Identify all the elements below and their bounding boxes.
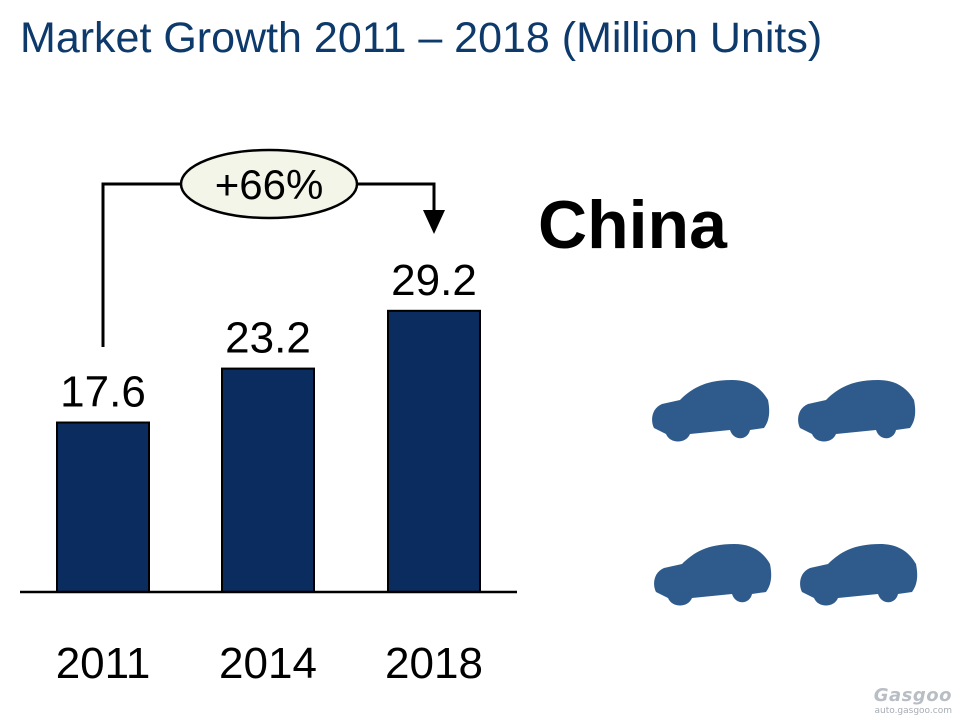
- value-label-2011: 17.6: [60, 368, 146, 417]
- page-title: Market Growth 2011 – 2018 (Million Units…: [20, 14, 823, 62]
- value-label-2018: 29.2: [391, 256, 477, 305]
- category-labels-layer: 2011 2014 2018: [56, 639, 483, 688]
- bar-2018: [387, 309, 481, 593]
- watermark: Gasgoo auto.gasgoo.com: [874, 685, 952, 716]
- bar-2014: [221, 367, 315, 594]
- car-icon: [800, 544, 918, 606]
- car-icon: [652, 380, 770, 442]
- watermark-brand: Gasgoo: [873, 685, 952, 706]
- growth-arrowhead: [423, 210, 445, 234]
- growth-badge: [179, 148, 359, 220]
- car-icon: [654, 544, 772, 606]
- growth-connector-line-right: [355, 182, 436, 214]
- category-label-2011: 2011: [56, 639, 151, 688]
- bar-2011: [56, 421, 150, 593]
- category-label-2014: 2014: [219, 639, 317, 688]
- growth-connector: +66%: [101, 148, 445, 347]
- growth-badge-label: +66%: [215, 161, 324, 208]
- category-label-2018: 2018: [385, 639, 483, 688]
- watermark-url: auto.gasgoo.com: [874, 706, 952, 716]
- bars-layer: [56, 309, 481, 594]
- car-icons-group: [652, 380, 918, 606]
- region-label: China: [538, 187, 727, 263]
- value-label-2014: 23.2: [225, 314, 311, 363]
- value-labels-layer: 17.6 23.2 29.2: [60, 256, 477, 417]
- car-icon: [798, 380, 916, 442]
- growth-connector-line: [101, 182, 183, 347]
